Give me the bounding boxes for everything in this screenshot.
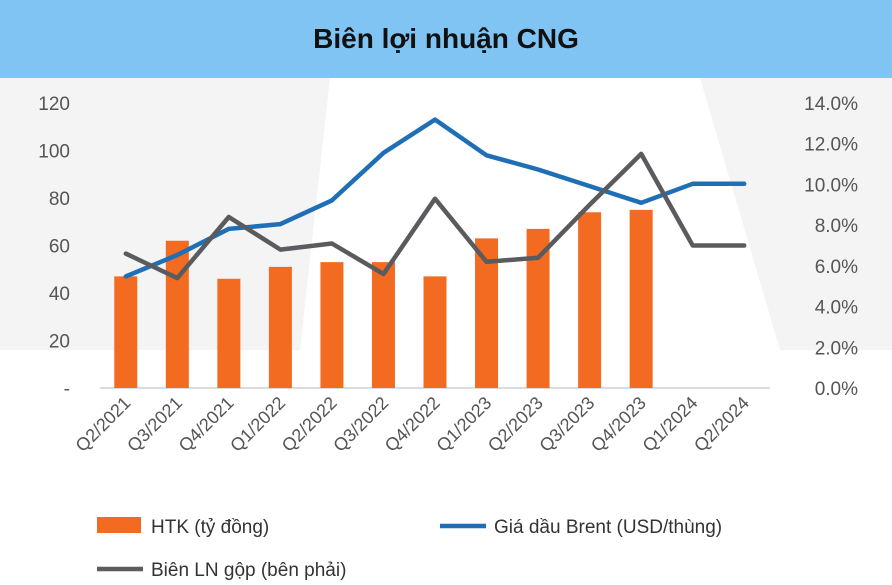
htk-bar	[526, 228, 550, 388]
legend-label: Giá dầu Brent (USD/thùng)	[494, 517, 722, 538]
right-axis-tick-label: 14.0%	[804, 94, 858, 115]
x-axis-category-label: Q3/2022	[329, 393, 392, 456]
right-axis-tick-label: 10.0%	[804, 175, 858, 196]
x-axis-category-label: Q4/2021	[175, 393, 238, 456]
htk-bar	[578, 212, 602, 388]
htk-bar	[268, 266, 292, 388]
htk-bar	[165, 240, 189, 388]
left-axis-tick-label: 20	[49, 332, 70, 353]
x-axis-category-label: Q2/2023	[484, 393, 547, 456]
legend-label: HTK (tỷ đồng)	[151, 517, 269, 538]
right-axis-tick-label: 8.0%	[815, 216, 858, 237]
htk-bar	[629, 209, 653, 388]
x-axis-category-label: Q3/2021	[123, 393, 186, 456]
htk-bar	[371, 262, 395, 388]
legend-label: Biên LN gộp (bên phải)	[151, 560, 346, 581]
right-axis-tick-label: 0.0%	[815, 379, 858, 400]
left-axis-tick-label: 60	[49, 237, 70, 258]
left-axis-tick-label: 80	[49, 189, 70, 210]
left-axis-tick-label: -	[64, 379, 70, 400]
htk-bar	[475, 238, 499, 388]
brent-price-line	[123, 117, 747, 279]
x-axis-category-label: Q2/2022	[278, 393, 341, 456]
chart-title-banner: Biên lợi nhuận CNG	[0, 0, 892, 78]
left-axis-tick-label: 120	[38, 94, 70, 115]
left-axis-tick-label: 40	[49, 284, 70, 305]
right-axis-tick-label: 12.0%	[804, 135, 858, 156]
x-axis-category-label: Q1/2022	[226, 393, 289, 456]
x-axis-category-label: Q2/2024	[690, 393, 753, 456]
legend-swatch-htk	[97, 517, 141, 533]
x-axis-category-label: Q4/2023	[587, 393, 650, 456]
htk-bar	[114, 276, 138, 388]
x-axis-category-label: Q1/2024	[639, 393, 702, 456]
htk-bar	[320, 262, 344, 388]
x-axis-category-label: Q1/2023	[432, 393, 495, 456]
right-axis-tick-label: 4.0%	[815, 298, 858, 319]
chart-title: Biên lợi nhuận CNG	[313, 23, 579, 54]
x-axis-category-label: Q4/2022	[381, 393, 444, 456]
right-axis-tick-label: 2.0%	[815, 338, 858, 359]
htk-bar	[423, 276, 447, 388]
x-axis-category-label: Q2/2021	[72, 393, 135, 456]
x-axis-category-label: Q3/2023	[535, 393, 598, 456]
left-axis-tick-label: 100	[38, 142, 70, 163]
gross-margin-line	[123, 151, 747, 281]
right-axis-tick-label: 6.0%	[815, 257, 858, 278]
htk-bar	[217, 278, 241, 388]
